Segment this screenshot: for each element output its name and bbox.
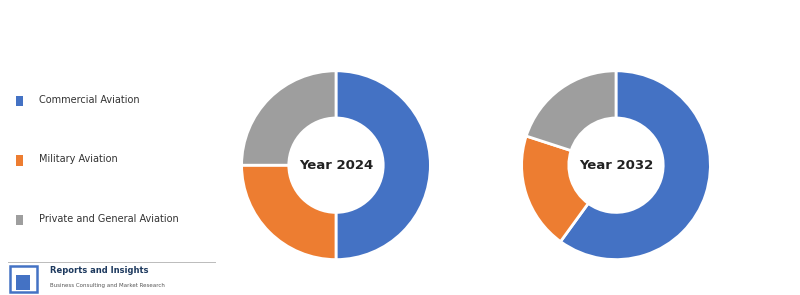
FancyBboxPatch shape bbox=[16, 275, 30, 290]
Wedge shape bbox=[242, 165, 336, 260]
Wedge shape bbox=[522, 136, 588, 242]
Text: Private and General Aviation: Private and General Aviation bbox=[38, 214, 178, 224]
Wedge shape bbox=[242, 71, 336, 165]
Bar bbox=[16, 215, 22, 225]
Text: Year 2032: Year 2032 bbox=[579, 159, 653, 172]
Text: Year 2024: Year 2024 bbox=[299, 159, 373, 172]
Wedge shape bbox=[526, 71, 616, 151]
Text: Business Consulting and Market Research: Business Consulting and Market Research bbox=[50, 283, 165, 288]
Bar bbox=[16, 96, 22, 106]
Bar bbox=[16, 155, 22, 166]
Text: SOUTH KOREA SUSTAINABLE AVIATION FUEL MARKET ANALYSIS, BY APPLICATION: SOUTH KOREA SUSTAINABLE AVIATION FUEL MA… bbox=[10, 19, 590, 32]
Text: Commercial Aviation: Commercial Aviation bbox=[38, 95, 139, 105]
Wedge shape bbox=[561, 71, 710, 260]
Text: Military Aviation: Military Aviation bbox=[38, 154, 118, 164]
Wedge shape bbox=[336, 71, 430, 260]
Text: Reports and Insights: Reports and Insights bbox=[50, 266, 148, 276]
